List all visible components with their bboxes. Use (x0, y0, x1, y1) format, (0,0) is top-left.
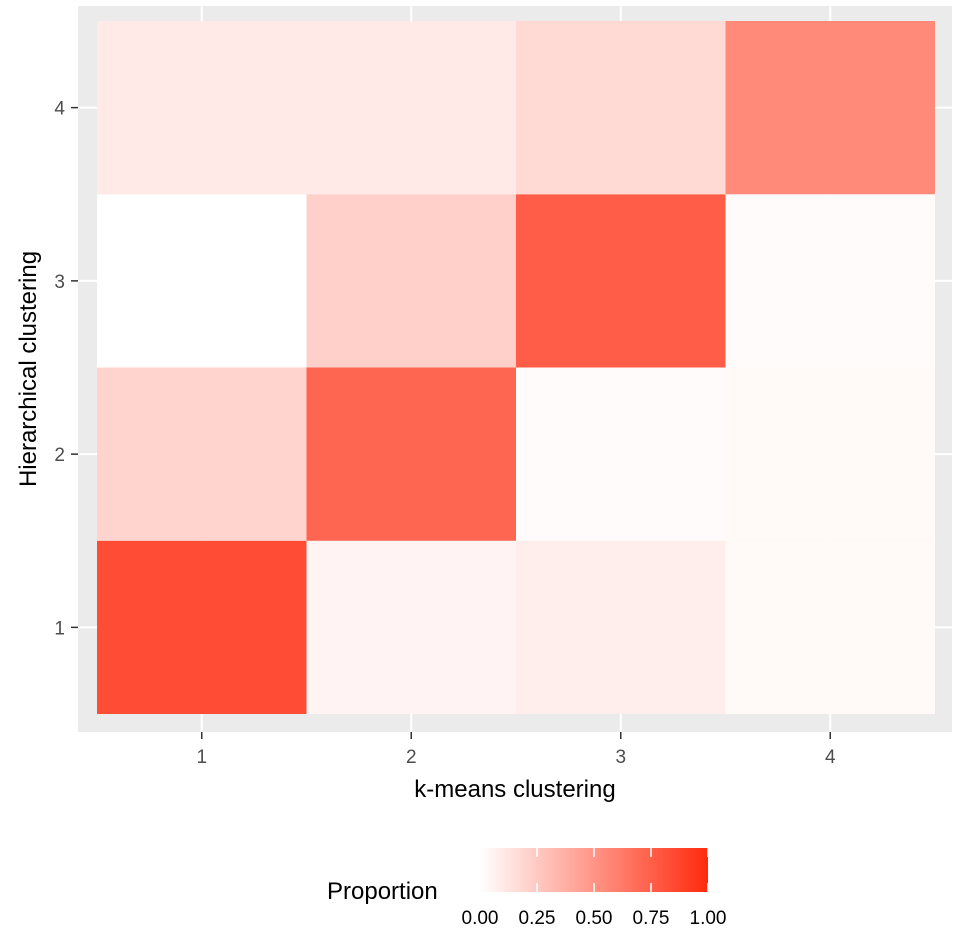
heatmap-cell-h4-k3 (516, 21, 726, 195)
y-axis-title: Hierarchical clustering (15, 251, 42, 487)
heatmap-cell-h4-k2 (306, 21, 516, 195)
heatmap-cell-h1-k4 (725, 540, 935, 714)
heatmap-cell-h4-k4 (725, 21, 935, 195)
x-tick-label-4: 4 (825, 747, 836, 768)
heatmap-cell-h1-k2 (306, 540, 516, 714)
legend-tick-label-1: 0.25 (519, 908, 556, 929)
heatmap-cell-h1-k3 (516, 540, 726, 714)
heatmap-cell-h3-k4 (725, 194, 935, 368)
y-tick-label-1: 1 (54, 618, 65, 639)
heatmap-cell-h4-k1 (97, 21, 307, 195)
legend-tick-label-2: 0.50 (576, 908, 613, 929)
heatmap-cell-h3-k2 (306, 194, 516, 368)
heatmap-cell-h2-k1 (97, 367, 307, 541)
heatmap-cell-h2-k3 (516, 367, 726, 541)
legend: Proportion 0.00 0.25 0.50 0.75 1.00 (327, 848, 726, 929)
heatmap-cell-h3-k3 (516, 194, 726, 368)
legend-tick-label-4: 1.00 (690, 908, 727, 929)
legend-tick-label-3: 0.75 (633, 908, 670, 929)
heatmap-cell-h3-k1 (97, 194, 307, 368)
heatmap-cell-h2-k4 (725, 367, 935, 541)
x-tick-label-1: 1 (196, 747, 207, 768)
heatmap-cells (97, 21, 935, 714)
y-tick-label-2: 2 (54, 445, 65, 466)
legend-tick-label-0: 0.00 (462, 908, 499, 929)
y-tick-label-4: 4 (54, 99, 65, 120)
x-tick-label-3: 3 (615, 747, 626, 768)
x-axis-title: k-means clustering (414, 776, 615, 803)
legend-title: Proportion (327, 878, 438, 905)
y-tick-label-3: 3 (54, 272, 65, 293)
heatmap-cell-h1-k1 (97, 540, 307, 714)
heatmap-cell-h2-k2 (306, 367, 516, 541)
x-tick-label-2: 2 (406, 747, 417, 768)
x-axis-ticks: 1 2 3 4 (196, 732, 836, 768)
legend-ticks: 0.00 0.25 0.50 0.75 1.00 (462, 848, 727, 929)
y-axis-ticks: 1 2 3 4 (54, 99, 78, 639)
